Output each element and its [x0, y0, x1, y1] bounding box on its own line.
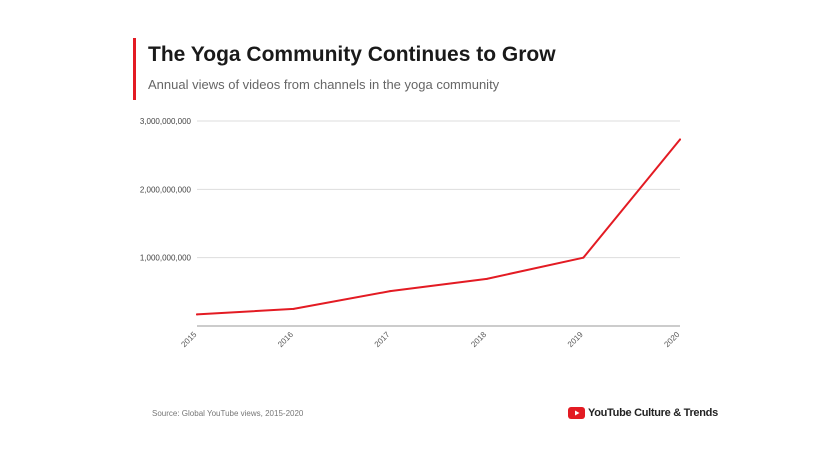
- y-tick-label: 1,000,000,000: [140, 254, 192, 263]
- series-layer: [196, 138, 681, 316]
- title-accent-bar: [133, 38, 136, 100]
- youtube-play-icon: [568, 407, 585, 419]
- x-tick-label: 2015: [179, 330, 198, 349]
- data-point: [582, 256, 585, 259]
- y-tick-label: 3,000,000,000: [140, 117, 192, 126]
- data-point: [485, 277, 488, 280]
- x-tick-label: 2020: [662, 330, 681, 349]
- data-point: [292, 307, 295, 310]
- chart-subtitle: Annual views of videos from channels in …: [148, 77, 500, 92]
- x-tick-label: 2016: [276, 330, 295, 349]
- y-axis-ticks: 1,000,000,000 2,000,000,000 3,000,000,000: [140, 117, 192, 263]
- brand-name: YouTube Culture & Trends: [588, 407, 718, 419]
- x-axis-ticks: 2015 2016 2017 2018 2019 2020: [179, 330, 681, 349]
- series-line: [196, 138, 681, 316]
- y-tick-label: 2,000,000,000: [140, 185, 192, 194]
- source-note: Source: Global YouTube views, 2015-2020: [152, 409, 304, 418]
- x-tick-label: 2019: [566, 330, 585, 349]
- data-point: [196, 313, 198, 316]
- data-point: [389, 290, 392, 293]
- data-point: [679, 138, 681, 141]
- x-tick-label: 2018: [469, 330, 488, 349]
- chart-title: The Yoga Community Continues to Grow: [148, 43, 556, 66]
- x-tick-label: 2017: [373, 330, 392, 349]
- gridlines: [197, 120, 680, 327]
- brand-logo: YouTube Culture & Trends: [568, 407, 718, 419]
